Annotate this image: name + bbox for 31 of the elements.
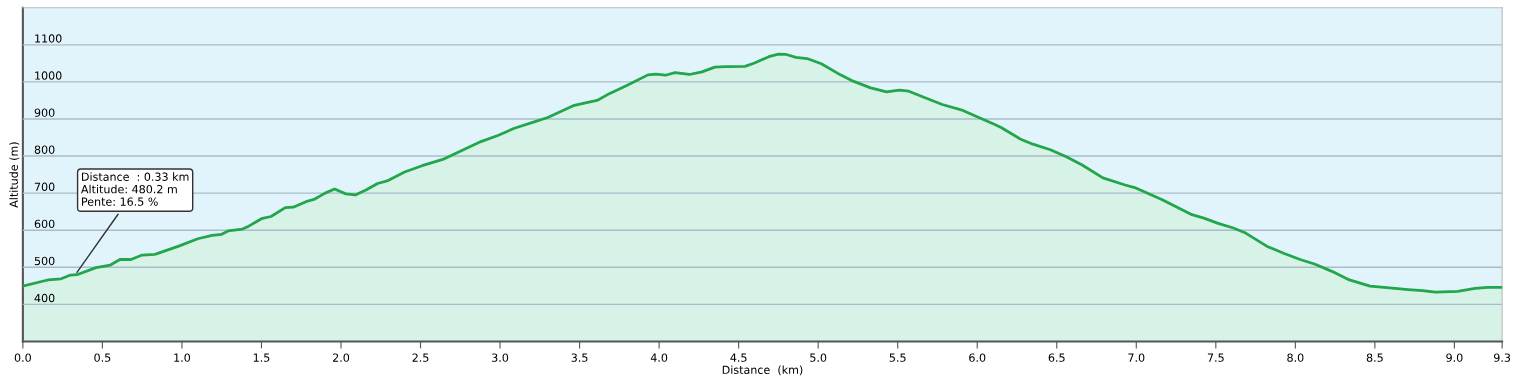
x-tick-label: 8.5 — [1366, 353, 1383, 362]
y-tick-label: 700 — [34, 182, 55, 191]
x-tick-label: 5.5 — [889, 353, 906, 362]
x-tick-label: 8.0 — [1287, 353, 1304, 362]
x-tick-label: 2.5 — [412, 353, 429, 362]
x-tick-label: 1.0 — [174, 353, 191, 362]
x-tick-label: 1.5 — [253, 353, 270, 362]
y-tick-label: 1100 — [35, 34, 62, 43]
y-tick-label: 800 — [34, 145, 55, 154]
x-tick-label: 5.0 — [810, 353, 827, 362]
x-tick-label: 9.3 — [1493, 353, 1511, 362]
x-tick-label: 7.0 — [1128, 353, 1145, 362]
x-axis-title: Distance (km) — [722, 365, 803, 376]
y-axis-title: Altitude (m) — [9, 142, 20, 208]
x-tick-label: 4.5 — [730, 353, 747, 362]
annotation: Distance : 0.33 km Altitude: 480.2 m Pente: 16.5 % — [81, 172, 189, 206]
x-tick-label: 2.0 — [332, 353, 350, 362]
x-tick-label: 9.0 — [1446, 353, 1463, 362]
x-tick-label: 4.0 — [650, 353, 668, 362]
x-tick-label: 3.0 — [492, 353, 509, 362]
y-tick-label: 1000 — [35, 71, 62, 80]
y-tick-label: 900 — [34, 108, 55, 117]
y-tick-label: 600 — [34, 219, 55, 229]
x-tick-label: 6.5 — [1048, 353, 1065, 362]
x-tick-label: 7.5 — [1207, 353, 1224, 362]
x-tick-label: 0.5 — [94, 353, 111, 362]
x-tick-label: 3.5 — [571, 353, 588, 362]
y-tick-label: 500 — [34, 256, 55, 266]
x-tick-label: 0.0 — [14, 353, 31, 362]
x-tick-label: 6.0 — [969, 353, 986, 362]
y-tick-label: 400 — [34, 293, 55, 303]
